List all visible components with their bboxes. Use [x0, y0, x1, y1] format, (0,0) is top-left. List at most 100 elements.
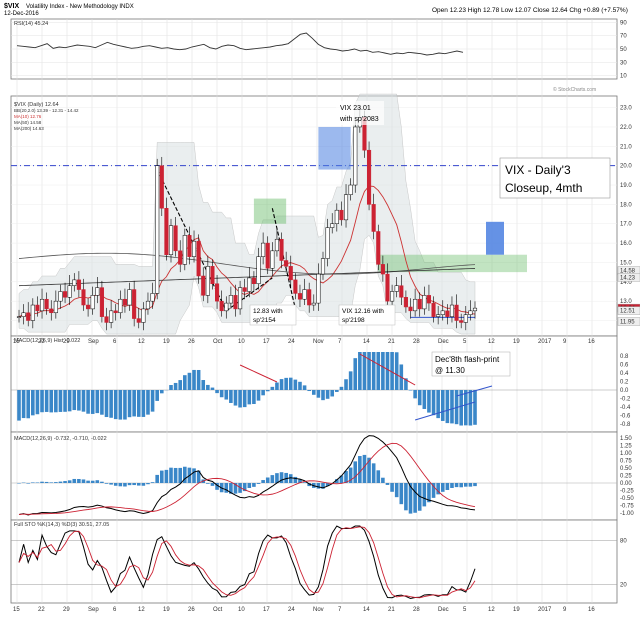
macd-hist-bar [271, 387, 275, 390]
x-tick-label: 19 [513, 339, 520, 345]
macd-bar [72, 479, 76, 483]
macd-bar [82, 479, 86, 483]
low1-annotation: 12.83 with sp'2154 [250, 305, 296, 325]
x-tick-label-bottom: Dec [438, 607, 449, 613]
x-tick-label-bottom: 26 [188, 607, 195, 613]
x-tick-label: Nov [313, 339, 324, 345]
candle-body [123, 299, 127, 305]
macd-bar [123, 483, 127, 486]
macd-hist-bar [238, 390, 242, 407]
x-tick-label: 21 [388, 339, 395, 345]
x-tick-label-bottom: 14 [363, 607, 370, 613]
macd-hist-bar [49, 390, 53, 412]
x-tick-label: Dec [438, 339, 449, 345]
macd-hist-bar [234, 390, 238, 406]
flash-print-annotation: Dec'8th flash-print @ 11.30 [432, 352, 510, 376]
macd-bar [441, 483, 445, 492]
macd-bar [63, 481, 67, 483]
macd-hist-bar [82, 390, 86, 412]
x-tick-label-bottom: 7 [338, 607, 342, 613]
macd-hist-bar [91, 390, 95, 414]
macd-hist-bar [142, 390, 146, 417]
candle-body [257, 257, 261, 284]
macd-hist-bar [432, 390, 436, 415]
candle-body [469, 311, 473, 315]
macd-hist-bar [303, 385, 307, 390]
macd-bar [192, 468, 196, 483]
macd-hist-bar [26, 390, 30, 418]
macd-hist-bar [63, 390, 67, 412]
macd-hist-bar [326, 390, 330, 399]
x-tick-label-bottom: 9 [563, 607, 567, 613]
macd-bar [275, 473, 279, 483]
candle-body [266, 243, 270, 268]
candle-body [376, 231, 380, 264]
x-tick-label-bottom: Sep [88, 607, 99, 613]
macd-hist-bar [206, 385, 210, 390]
candle-body [119, 299, 123, 313]
macd-hist-bar [72, 390, 76, 410]
macd-hist-bar [229, 390, 233, 403]
rsi-label: RSI(14) 45.24 [14, 21, 48, 27]
x-tick-label: 19 [163, 339, 170, 345]
candle-body [68, 286, 72, 298]
macd-hist-bar [45, 390, 49, 412]
macd-bar [261, 480, 265, 483]
hist-tick-label: 0.4 [620, 371, 629, 377]
macd-bar [257, 483, 261, 484]
macd-bar [303, 482, 307, 483]
macd-hist-bar [119, 390, 123, 420]
price-tick-label: 19.0 [620, 183, 632, 189]
macd-bar [455, 483, 459, 487]
price-tick-label: 22.0 [620, 125, 632, 131]
macd-panel [11, 432, 617, 520]
macd-hist-bar [386, 352, 390, 390]
sto-tick-label: 80 [620, 539, 627, 545]
candle-body [72, 280, 76, 286]
x-tick-label-bottom: 10 [238, 607, 245, 613]
candle-body [386, 274, 390, 301]
x-tick-label: 16 [588, 339, 595, 345]
candle-body [86, 305, 90, 309]
candle-body [312, 303, 316, 305]
macd-hist-bar [178, 380, 182, 390]
candle-body [335, 210, 339, 224]
candle-body [26, 313, 30, 321]
hist-tick-label: -0.6 [620, 414, 631, 420]
x-tick-label-bottom: 21 [388, 607, 395, 613]
candle-body [192, 241, 196, 256]
macd-bar [248, 483, 252, 488]
hist-tick-label: 0.2 [620, 379, 629, 385]
x-tick-label-bottom: 6 [113, 607, 117, 613]
macd-label: MACD(12,26,9) -0.732, -0.710, -0.022 [14, 436, 107, 442]
x-tick-label-bottom: 19 [163, 607, 170, 613]
candle-body [275, 239, 279, 251]
candle-body [82, 290, 86, 305]
macd-hist-bar [211, 388, 215, 390]
macd-hist-bar [321, 390, 325, 400]
hist-tick-label: -0.2 [620, 397, 631, 403]
x-tick-label-bottom: Nov [313, 607, 324, 613]
rsi-tick-label: 30 [620, 60, 627, 66]
macd-tick-label: 0.00 [620, 481, 632, 487]
candle-body [160, 166, 164, 209]
macd-tick-label: -0.50 [620, 496, 634, 502]
macd-hist-bar [317, 390, 321, 398]
rsi-tick-label: 90 [620, 20, 627, 26]
macd-bar [211, 483, 215, 486]
candle-body [395, 286, 399, 292]
candle-body [280, 239, 284, 260]
candle-body [243, 288, 247, 292]
macd-bar [119, 483, 123, 486]
macd-hist-bar [215, 390, 219, 393]
x-tick-label-bottom: 24 [288, 607, 295, 613]
candle-body [197, 241, 201, 276]
macd-bar [353, 461, 357, 483]
macd-hist-bar [376, 352, 380, 390]
candle-body [330, 224, 334, 228]
macd-hist-bar [96, 390, 100, 413]
candle-body [220, 301, 224, 311]
candle-body [91, 295, 95, 309]
